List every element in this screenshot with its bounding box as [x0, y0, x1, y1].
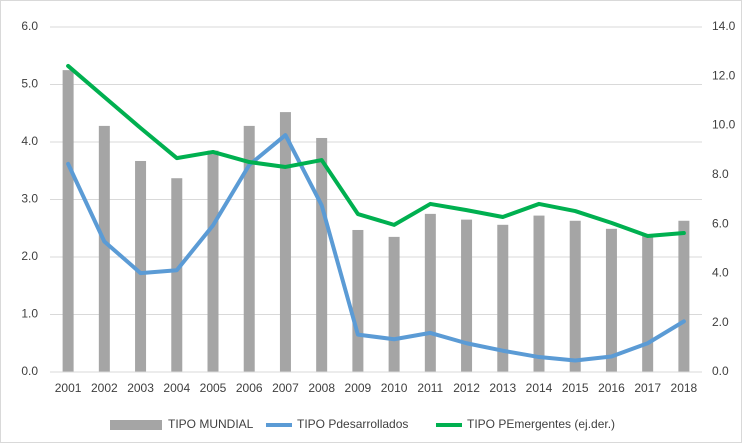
bar: [279, 112, 291, 372]
bar: [207, 150, 219, 372]
x-tick-label: 2007: [272, 381, 299, 395]
y2-tick-label: 4.0: [712, 266, 729, 280]
y2-tick-label: 12.0: [712, 68, 736, 82]
bar: [461, 219, 473, 372]
x-tick-label: 2008: [308, 381, 335, 395]
y-tick-label: 6.0: [21, 19, 38, 33]
x-tick-label: 2006: [236, 381, 263, 395]
y-tick-label: 0.0: [21, 364, 38, 378]
x-tick-label: 2016: [598, 381, 625, 395]
bar: [678, 220, 690, 372]
bar: [171, 178, 183, 372]
y2-tick-label: 2.0: [712, 315, 729, 329]
legend-label: TIPO PEmergentes (ej.der.): [467, 417, 615, 431]
bar: [533, 215, 545, 372]
bar: [424, 213, 436, 372]
x-tick-label: 2002: [91, 381, 118, 395]
x-tick-label: 2009: [345, 381, 372, 395]
y2-tick-label: 0.0: [712, 364, 729, 378]
y-tick-label: 2.0: [21, 249, 38, 263]
bar: [352, 229, 364, 372]
x-tick-label: 2011: [417, 381, 443, 395]
y2-tick-label: 10.0: [712, 118, 736, 132]
x-tick-label: 2015: [562, 381, 589, 395]
y-tick-label: 1.0: [21, 307, 38, 321]
bar: [135, 160, 147, 372]
bar: [569, 220, 581, 372]
y-tick-label: 4.0: [21, 134, 38, 148]
x-tick-label: 2004: [163, 381, 190, 395]
x-tick-label: 2014: [526, 381, 553, 395]
bar: [316, 137, 328, 372]
x-tick-label: 2018: [671, 381, 698, 395]
x-tick-label: 2012: [453, 381, 480, 395]
line: [66, 63, 686, 238]
x-tick-label: 2001: [55, 381, 82, 395]
bar: [497, 224, 509, 372]
y-tick-label: 5.0: [21, 77, 38, 91]
x-tick-label: 2010: [381, 381, 408, 395]
y-tick-label: 3.0: [21, 192, 38, 206]
x-tick-label: 2005: [200, 381, 227, 395]
line: [66, 133, 686, 363]
y2-tick-label: 6.0: [712, 216, 729, 230]
bar: [642, 234, 654, 372]
bar: [98, 125, 110, 373]
y2-tick-label: 8.0: [712, 167, 729, 181]
bar: [605, 228, 617, 372]
x-tick-label: 2013: [489, 381, 516, 395]
x-tick-label: 2003: [127, 381, 154, 395]
legend-swatch: [110, 420, 162, 430]
bar: [62, 70, 74, 372]
bar: [388, 236, 400, 372]
legend-label: TIPO Pdesarrollados: [297, 417, 408, 431]
x-tick-label: 2017: [634, 381, 661, 395]
y2-tick-label: 14.0: [712, 19, 736, 33]
legend-label: TIPO MUNDIAL: [168, 417, 254, 431]
bar: [243, 125, 255, 373]
